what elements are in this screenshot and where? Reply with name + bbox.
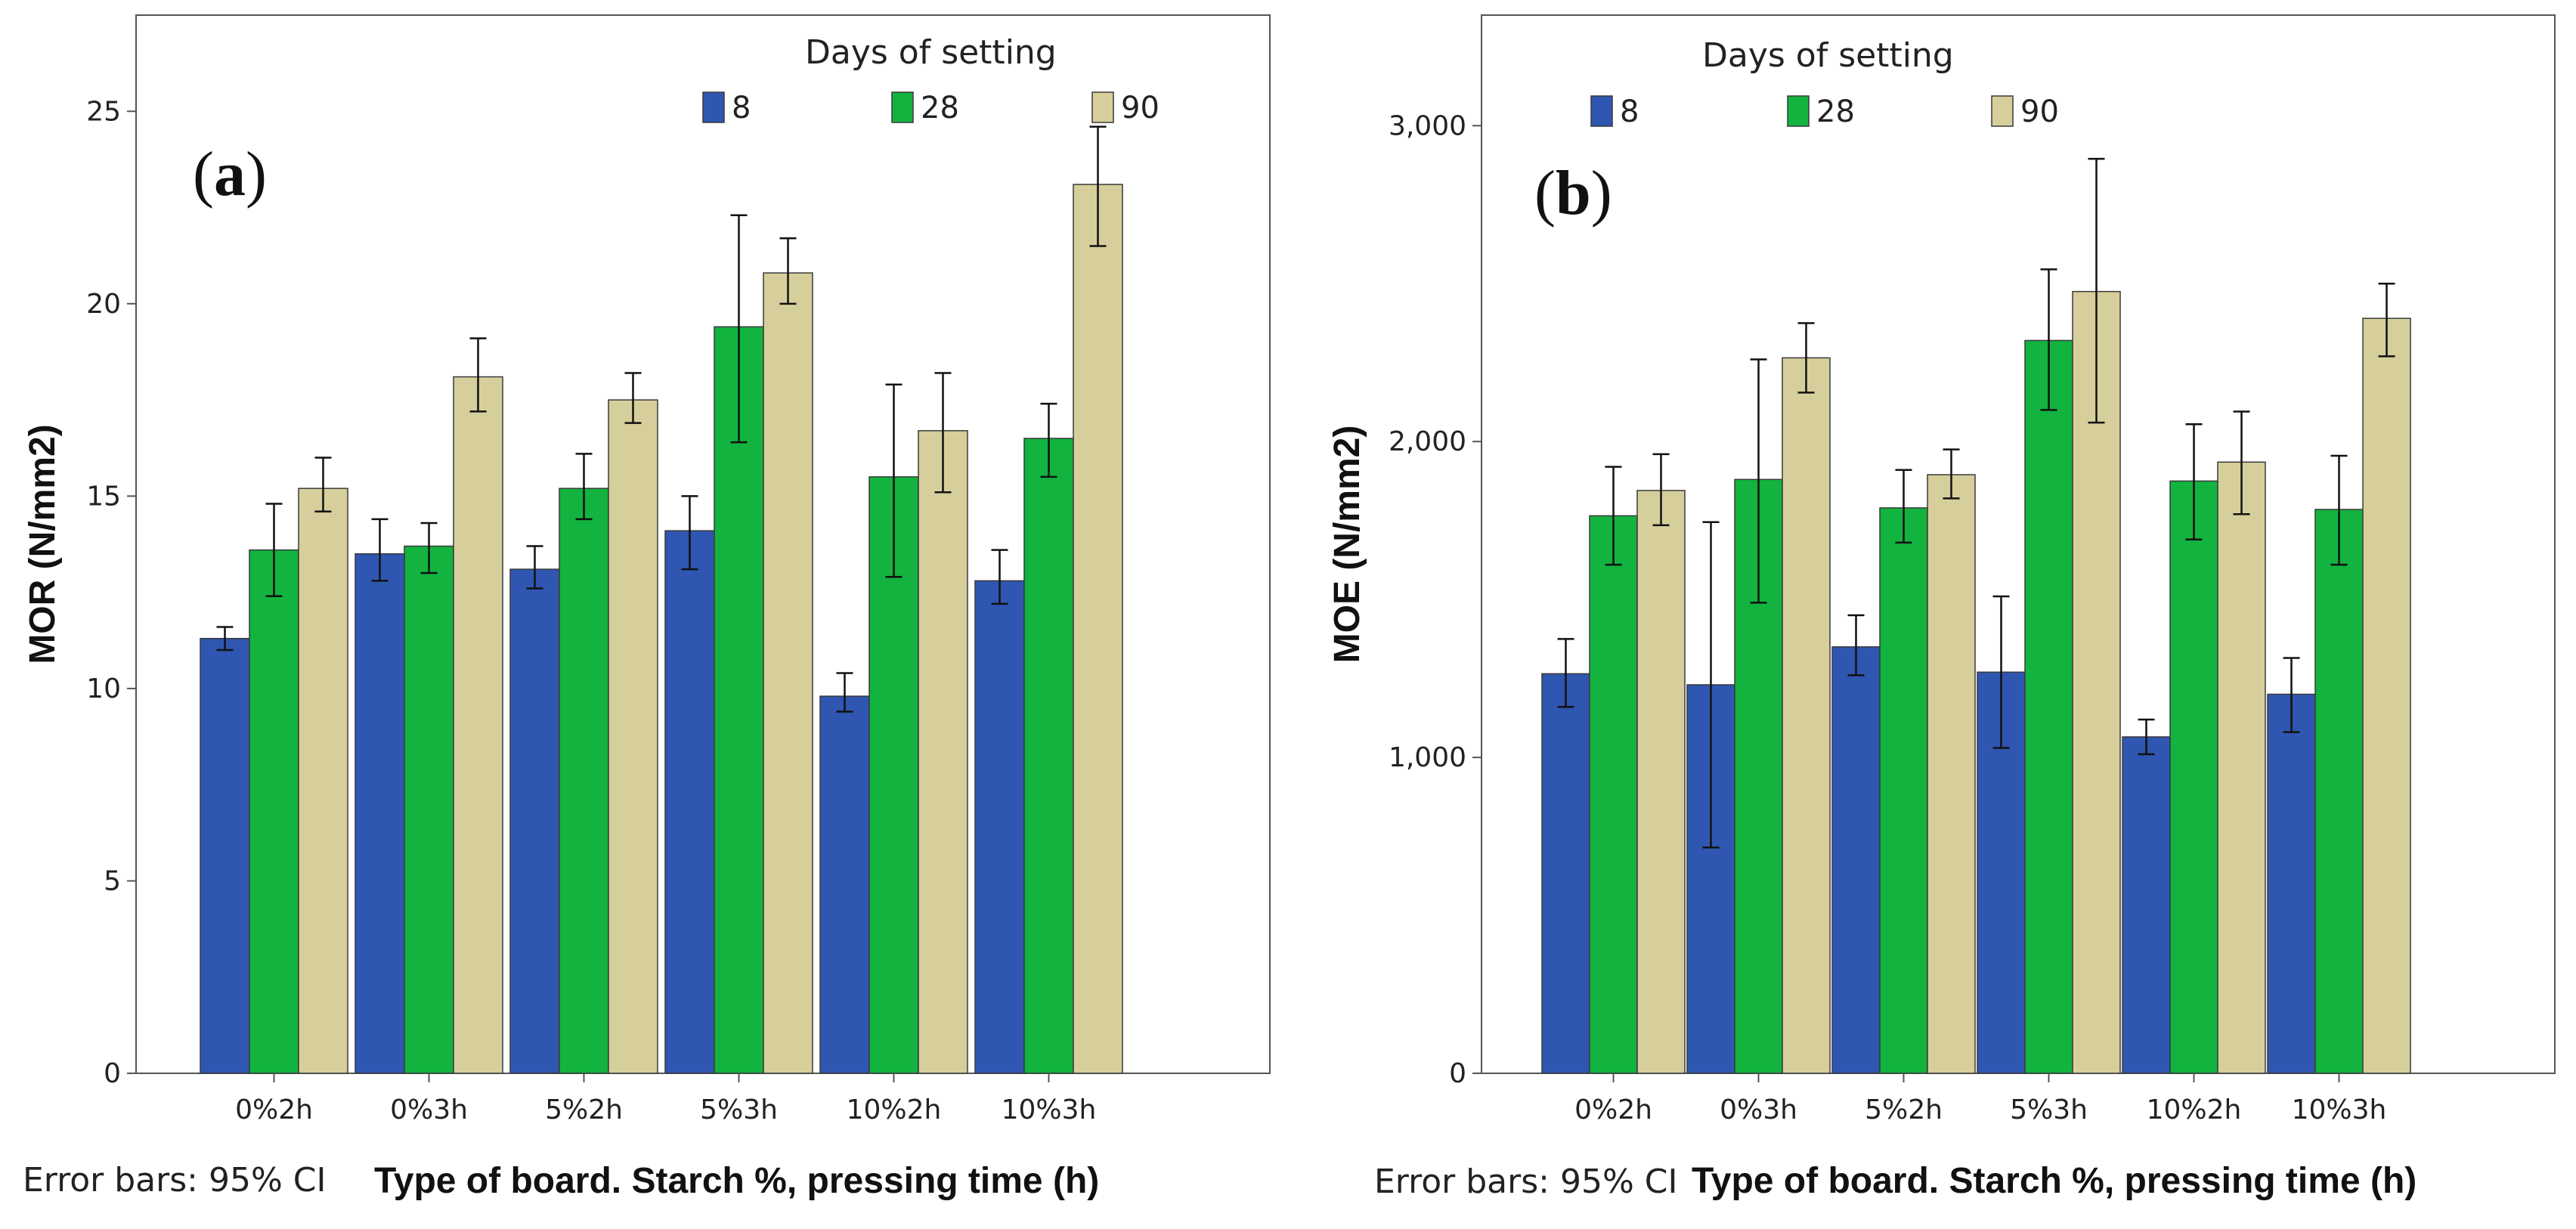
x-tick-label: 5%2h [545, 1094, 623, 1125]
bar-90-10%2h [918, 430, 968, 1074]
y-axis-ticks: 0 5 10 15 20 25 [86, 96, 136, 1089]
x-tick-label: 0%3h [390, 1094, 468, 1125]
bar-8-10%3h [974, 580, 1025, 1074]
bar-28-0%2h [1589, 515, 1638, 1074]
x-tick-label: 0%2h [235, 1094, 313, 1125]
legend-swatch-28 [891, 91, 914, 123]
bar-90-0%3h [453, 376, 503, 1074]
bar-8-0%2h [200, 637, 250, 1074]
panel-label-letter: b [1556, 158, 1591, 228]
y-tick-label: 3,000 [1389, 110, 1466, 141]
y-tick-label: 2,000 [1389, 426, 1466, 457]
legend-swatch-28 [1787, 95, 1810, 127]
y-tick-label: 5 [104, 865, 121, 896]
x-tick-label: 10%2h [2147, 1094, 2242, 1125]
legend-items: 8 28 90 [1590, 94, 2059, 129]
panel-b: 0 1,000 2,000 3,000 0%2h 0%3h 5%2h 5%3h 10%2h 10… [1327, 14, 2556, 1201]
bar-8-0%2h [1541, 673, 1590, 1074]
bar-28-0%2h [249, 549, 299, 1074]
x-tick-label: 10%3h [2292, 1094, 2387, 1125]
bars [1541, 157, 2411, 1074]
bar-8-0%3h [355, 553, 405, 1074]
x-tick-label: 5%2h [1865, 1094, 1943, 1125]
y-tick-label: 20 [86, 289, 121, 320]
x-tick-label: 10%2h [847, 1094, 942, 1125]
panel-label-letter: a [214, 139, 246, 209]
bar-28-10%3h [2314, 509, 2364, 1074]
x-axis-ticks: 0%2h 0%3h 5%2h 5%3h 10%2h 10%3h [235, 1073, 1096, 1125]
bar-90-0%2h [1636, 490, 1686, 1074]
legend-items: 8 28 90 [702, 91, 1160, 125]
bars [200, 125, 1123, 1074]
y-tick-label: 25 [86, 96, 121, 127]
y-tick-label: 15 [86, 481, 121, 512]
bar-28-5%3h [2024, 339, 2073, 1074]
bar-90-10%3h [2362, 317, 2411, 1074]
legend-label-90: 90 [2020, 94, 2059, 129]
y-axis-label: MOE (N/mm2) [1327, 426, 1367, 664]
y-tick-label: 1,000 [1389, 742, 1466, 773]
legend-swatch-90 [1091, 91, 1114, 123]
x-tick-label: 5%3h [700, 1094, 778, 1125]
error-bars-note: Error bars: 95% CI [1374, 1162, 1677, 1201]
bar-90-0%2h [298, 488, 348, 1074]
y-axis-label: MOR (N/mm2) [23, 424, 63, 664]
panel-a: 0 5 10 15 20 25 0%2h 0%3h 5%2h 5%3h 10%2h 10%3h MO… [23, 14, 1271, 1201]
x-tick-label: 5%3h [2010, 1094, 2088, 1125]
y-tick-label: 10 [86, 673, 121, 704]
legend-label-8: 8 [732, 91, 751, 125]
legend: Days of setting 8 28 90 [702, 33, 1160, 125]
x-tick-label: 0%3h [1720, 1094, 1797, 1125]
x-tick-label: 0%2h [1574, 1094, 1652, 1125]
bar-8-5%2h [509, 568, 560, 1074]
x-axis-ticks: 0%2h 0%3h 5%2h 5%3h 10%2h 10%3h [1574, 1073, 2386, 1125]
legend-swatch-90 [1991, 95, 2014, 127]
bar-90-0%3h [1782, 357, 1831, 1074]
legend-swatch-8 [702, 91, 725, 123]
legend-title: Days of setting [1702, 36, 1954, 75]
bar-8-10%2h [819, 695, 870, 1074]
legend-title: Days of setting [805, 33, 1057, 72]
x-axis-label: Type of board. Starch %, pressing time (… [1692, 1161, 2417, 1201]
error-bars-note: Error bars: 95% CI [23, 1161, 326, 1200]
bar-8-10%3h [2267, 693, 2316, 1074]
bar-90-5%3h [763, 272, 813, 1074]
legend: Days of setting 8 28 90 [1590, 36, 2059, 129]
legend-swatch-8 [1590, 95, 1613, 127]
legend-label-8: 8 [1620, 94, 1639, 129]
bar-90-10%2h [2217, 461, 2266, 1074]
y-tick-label: 0 [1449, 1058, 1466, 1089]
legend-label-28: 28 [921, 91, 959, 125]
bar-8-10%2h [2122, 736, 2171, 1074]
bar-90-10%3h [1073, 184, 1123, 1074]
x-tick-label: 10%3h [1002, 1094, 1097, 1125]
bar-28-10%2h [2169, 480, 2218, 1074]
bar-90-5%2h [608, 399, 658, 1074]
x-axis-label: Type of board. Starch %, pressing time (… [374, 1161, 1099, 1201]
bar-28-5%2h [559, 488, 609, 1074]
bar-28-10%3h [1023, 438, 1074, 1074]
legend-label-90: 90 [1121, 91, 1160, 125]
bar-8-5%2h [1831, 646, 1881, 1074]
bar-90-5%2h [1927, 474, 1976, 1074]
y-tick-label: 0 [104, 1058, 121, 1089]
bar-28-5%2h [1879, 507, 1928, 1074]
y-axis-ticks: 0 1,000 2,000 3,000 [1389, 110, 1482, 1089]
legend-label-28: 28 [1816, 94, 1855, 129]
bar-8-5%3h [664, 530, 715, 1074]
panel-label: (b) [1534, 158, 1612, 228]
panel-label: (a) [193, 139, 267, 209]
bar-28-0%3h [404, 545, 454, 1074]
